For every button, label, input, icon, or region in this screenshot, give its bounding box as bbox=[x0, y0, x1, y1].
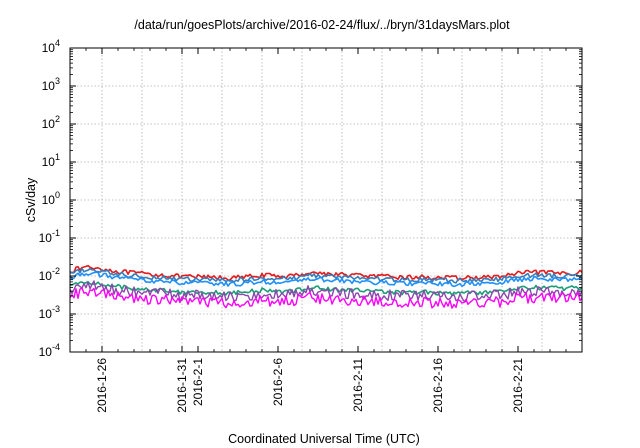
y-tick-base: 10 bbox=[42, 155, 56, 169]
y-tick-exponent: 0 bbox=[55, 190, 60, 200]
y-tick-label: 103 bbox=[42, 76, 60, 93]
series-line bbox=[69, 271, 583, 288]
series-line bbox=[69, 280, 583, 303]
y-tick-label: 10-4 bbox=[39, 342, 60, 359]
y-tick-base: 10 bbox=[42, 117, 56, 131]
x-tick-label: 2016-2-21 bbox=[511, 358, 525, 413]
y-tick-exponent: 4 bbox=[55, 38, 60, 48]
y-tick-base: 10 bbox=[42, 193, 56, 207]
ticks bbox=[69, 47, 583, 353]
y-tick-exponent: 3 bbox=[55, 76, 60, 86]
grid bbox=[70, 48, 582, 352]
y-tick-base: 10 bbox=[39, 345, 53, 359]
y-tick-exponent: -4 bbox=[52, 342, 60, 352]
y-tick-exponent: -3 bbox=[52, 304, 60, 314]
y-tick-label: 10-2 bbox=[39, 266, 60, 283]
x-tick-label: 2016-2-16 bbox=[431, 358, 445, 413]
chart-title: /data/run/goesPlots/archive/2016-02-24/f… bbox=[134, 18, 510, 32]
y-tick-exponent: 2 bbox=[55, 114, 60, 124]
series-lines bbox=[69, 264, 583, 309]
x-tick-label: 2016-1-31 bbox=[175, 358, 189, 413]
y-tick-base: 10 bbox=[39, 269, 53, 283]
y-tick-exponent: -2 bbox=[52, 266, 60, 276]
x-tick-label: 2016-2-11 bbox=[351, 358, 365, 412]
y-tick-exponent: 1 bbox=[55, 152, 60, 162]
series-line bbox=[69, 287, 583, 309]
series-line bbox=[69, 280, 583, 296]
x-tick-labels: 2016-1-26 2016-1-31 2016-2-1 2016-2-6 2016-2… bbox=[95, 358, 525, 413]
x-axis-label: Coordinated Universal Time (UTC) bbox=[228, 432, 420, 446]
y-axis-label: cSv/day bbox=[24, 177, 38, 222]
y-tick-label: 101 bbox=[42, 152, 60, 169]
y-tick-base: 10 bbox=[42, 79, 56, 93]
y-tick-base: 10 bbox=[39, 231, 53, 245]
y-tick-label: 102 bbox=[42, 114, 60, 131]
y-tick-base: 10 bbox=[42, 41, 56, 55]
y-tick-label: 100 bbox=[42, 190, 60, 207]
series-line bbox=[69, 267, 583, 284]
x-tick-label: 2016-2-1 bbox=[191, 358, 205, 406]
x-tick-label: 2016-1-26 bbox=[95, 358, 109, 413]
y-tick-exponent: -1 bbox=[52, 228, 60, 238]
y-tick-label: 104 bbox=[42, 38, 60, 55]
x-tick-label: 2016-2-6 bbox=[271, 358, 285, 406]
y-tick-label: 10-1 bbox=[39, 228, 60, 245]
y-tick-base: 10 bbox=[39, 307, 53, 321]
y-tick-label: 10-3 bbox=[39, 304, 60, 321]
